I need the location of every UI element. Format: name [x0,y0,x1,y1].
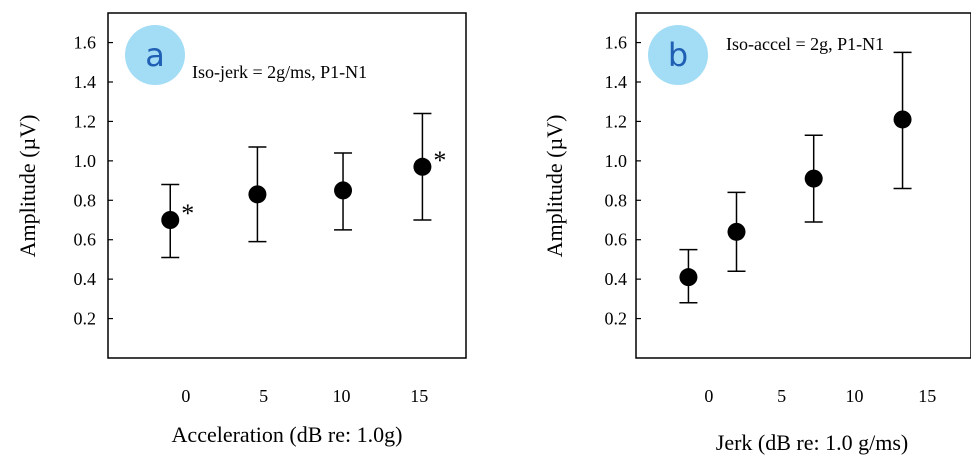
significance-marker: * [181,199,194,228]
y-axis-label: Amplitude (µV) [15,115,40,258]
x-tick-label: 0 [704,386,713,406]
y-tick-label: 1.6 [605,33,628,53]
x-axis-label: Jerk (dB re: 1.0 g/ms) [716,430,908,455]
data-point [161,211,180,229]
y-tick-label: 1.0 [605,151,628,171]
data-point [248,185,267,204]
panel-badge-label: a [145,36,165,74]
y-tick-label: 1.2 [605,111,628,131]
significance-marker: * [433,146,446,175]
y-tick-label: 1.0 [74,151,97,171]
x-axis-label: Acceleration (dB re: 1.0g) [172,422,403,447]
x-tick-label: 0 [181,386,190,406]
panel-annotation: Iso-jerk = 2g/ms, P1-N1 [192,62,367,82]
y-tick-label: 0.8 [74,190,97,210]
plot-frame [635,12,971,359]
data-point [727,222,746,241]
y-tick-label: 0.2 [74,309,97,329]
panel-badge-circle [125,25,185,85]
x-tick-label: 15 [410,386,428,406]
x-tick-label: 10 [845,386,863,406]
y-tick-label: 0.2 [605,309,628,329]
x-tick-label: 5 [259,386,268,406]
panel-badge-circle [648,25,708,85]
y-tick-label: 0.6 [605,230,628,250]
y-tick-label: 1.4 [74,72,97,92]
data-point [334,181,353,200]
data-point [804,169,823,188]
y-tick-label: 0.6 [74,230,97,250]
panel-badge-label: b [668,36,688,74]
data-point [413,157,432,176]
plot-frame [107,12,467,359]
y-tick-label: 0.8 [605,190,628,210]
x-tick-label: 5 [777,386,786,406]
y-tick-label: 1.2 [74,111,97,131]
panel-annotation: Iso-accel = 2g, P1-N1 [726,34,884,54]
y-axis-label: Amplitude (µV) [542,115,567,258]
data-point [893,110,912,129]
x-tick-label: 15 [918,386,936,406]
y-tick-label: 1.4 [605,72,628,92]
y-tick-label: 0.4 [605,269,628,289]
data-point [679,268,698,287]
y-tick-label: 1.6 [74,33,97,53]
chart-panel-a: 0.2 0.4 0.6 0.8 1.0 1.2 1.4 1.6 0 5 10 15 Amplitude … [15,12,467,447]
chart-panel-b: 0.2 0.4 0.6 0.8 1.0 1.2 1.4 1.6 0 5 10 15 Amplitude … [542,12,971,455]
y-tick-label: 0.4 [74,269,97,289]
x-tick-label: 10 [332,386,350,406]
